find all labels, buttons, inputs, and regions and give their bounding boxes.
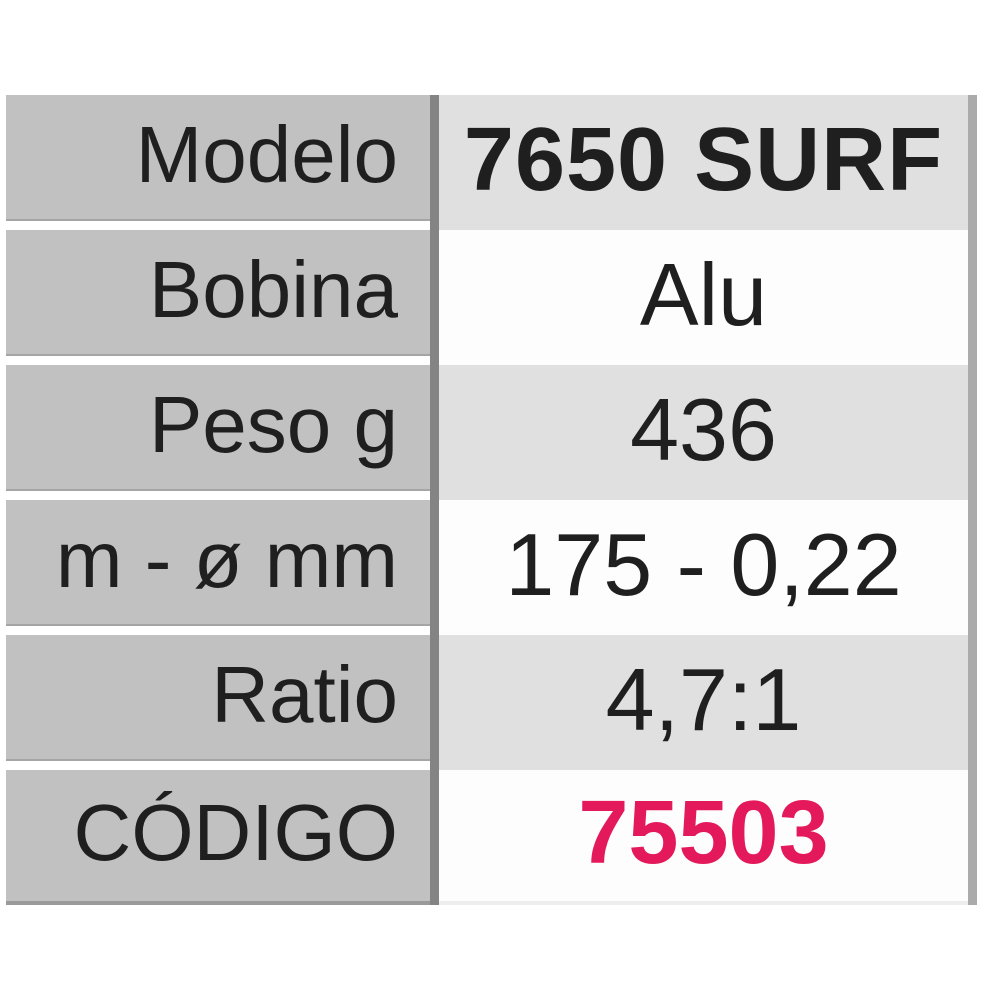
value-codigo: 75503 <box>578 782 829 883</box>
label-cell-ratio: Ratio <box>6 635 430 770</box>
table-right-border <box>968 95 977 230</box>
value-cell-metros-diametro: 175 - 0,22 <box>439 500 968 635</box>
column-divider <box>430 770 439 905</box>
value-bobina: Alu <box>639 244 768 344</box>
table-row-metros-diametro: m - ø mm 175 - 0,22 <box>6 500 977 635</box>
label-cell-bobina: Bobina <box>6 230 430 365</box>
column-divider <box>430 635 439 770</box>
value-cell-codigo: 75503 <box>439 770 968 905</box>
label-peso: Peso g <box>148 380 398 469</box>
label-codigo: CÓDIGO <box>73 787 398 877</box>
table-row-modelo: Modelo 7650 SURF <box>6 95 977 230</box>
value-cell-bobina: Alu <box>439 230 968 365</box>
label-metros-diametro: m - ø mm <box>55 515 398 604</box>
column-divider <box>430 365 439 500</box>
column-divider <box>430 500 439 635</box>
label-cell-modelo: Modelo <box>6 95 430 230</box>
table-row-ratio: Ratio 4,7:1 <box>6 635 977 770</box>
label-cell-metros-diametro: m - ø mm <box>6 500 430 635</box>
column-divider <box>430 95 439 230</box>
value-ratio: 4,7:1 <box>605 649 802 749</box>
value-modelo: 7650 SURF <box>463 109 944 210</box>
label-bobina: Bobina <box>148 245 398 334</box>
column-divider <box>430 230 439 365</box>
label-modelo: Modelo <box>135 110 398 199</box>
label-cell-codigo: CÓDIGO <box>6 770 430 905</box>
table-row-peso: Peso g 436 <box>6 365 977 500</box>
value-cell-ratio: 4,7:1 <box>439 635 968 770</box>
value-metros-diametro: 175 - 0,22 <box>505 514 902 614</box>
table-right-border <box>968 500 977 635</box>
label-ratio: Ratio <box>211 650 398 739</box>
table-right-border <box>968 770 977 905</box>
table-right-border <box>968 230 977 365</box>
table-row-bobina: Bobina Alu <box>6 230 977 365</box>
table-row-codigo: CÓDIGO 75503 <box>6 770 977 905</box>
product-spec-table: Modelo 7650 SURF Bobina Alu Peso g 436 m… <box>6 95 977 905</box>
value-cell-peso: 436 <box>439 365 968 500</box>
value-cell-modelo: 7650 SURF <box>439 95 968 230</box>
value-peso: 436 <box>630 379 777 479</box>
label-cell-peso: Peso g <box>6 365 430 500</box>
table-right-border <box>968 365 977 500</box>
table-right-border <box>968 635 977 770</box>
